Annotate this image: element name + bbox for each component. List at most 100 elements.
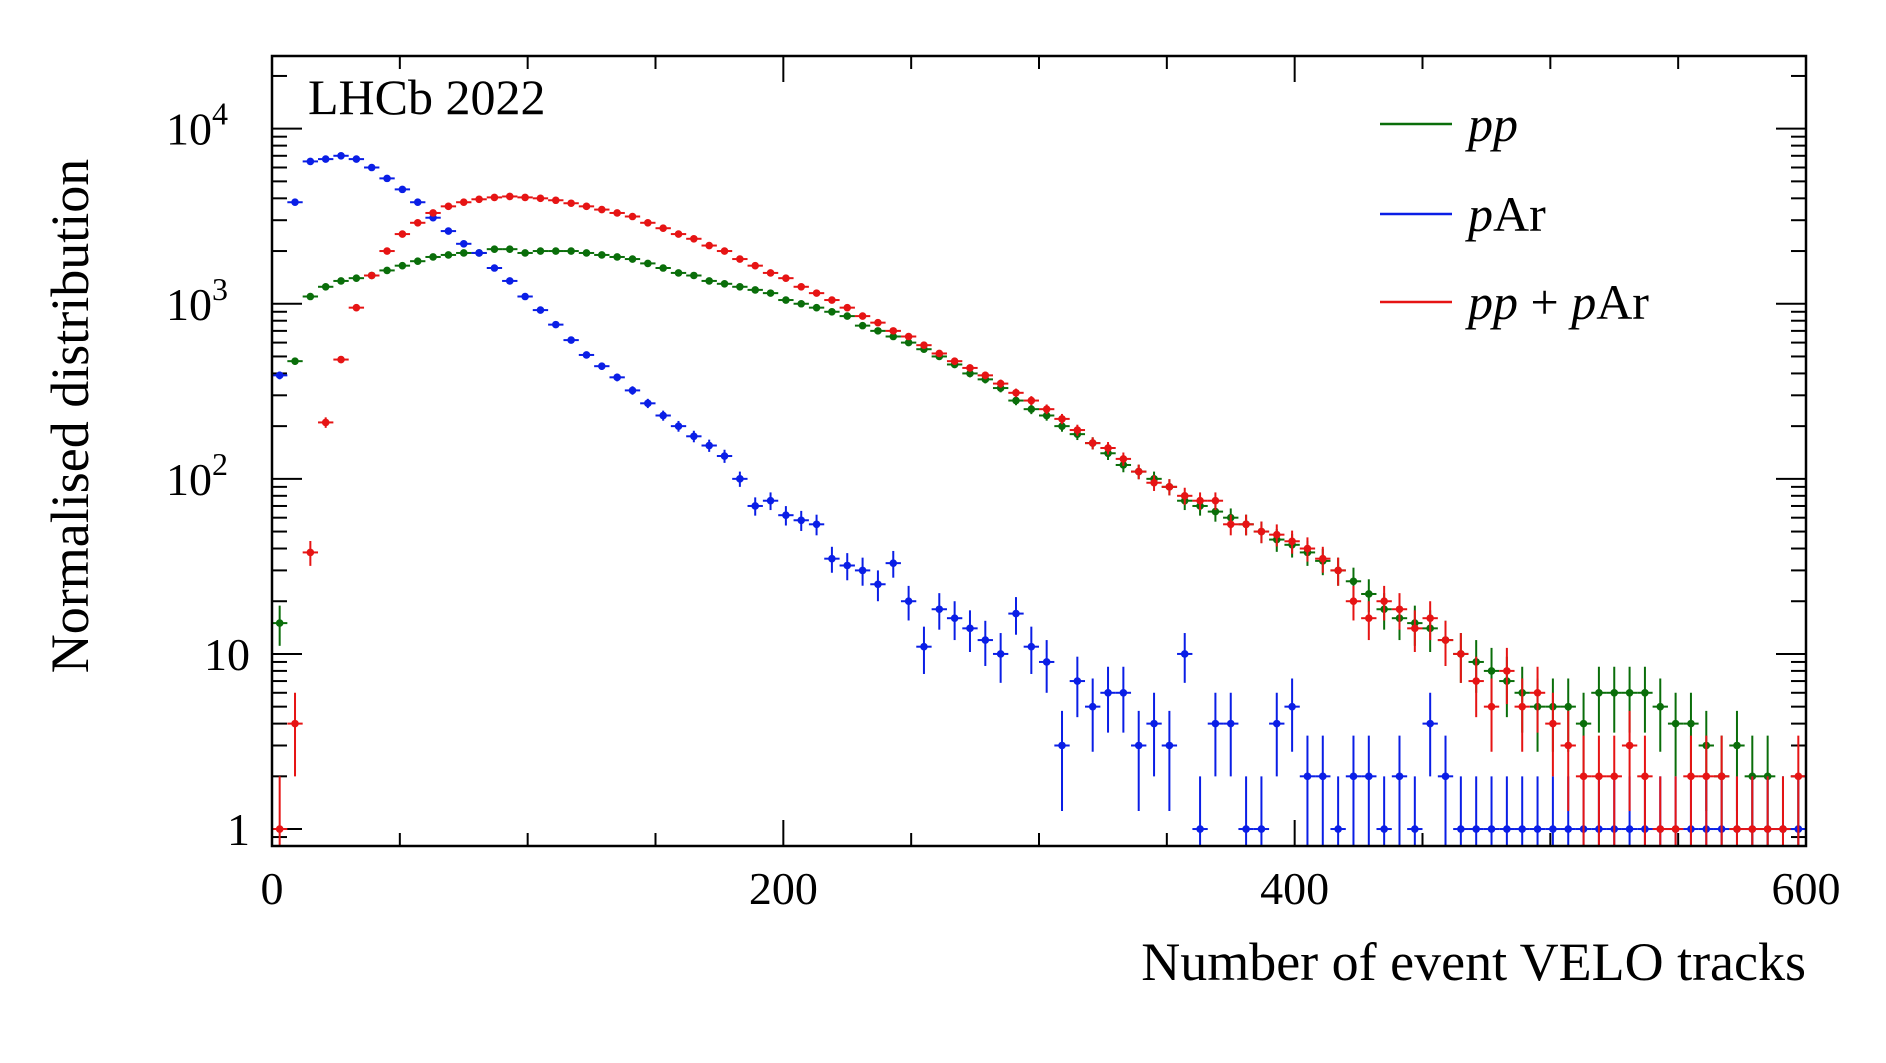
marker	[490, 193, 499, 202]
data-point	[946, 357, 963, 365]
data-point	[854, 321, 871, 330]
marker	[812, 303, 821, 312]
data-point	[440, 251, 457, 259]
marker	[429, 209, 437, 217]
marker	[966, 624, 974, 633]
marker	[1058, 422, 1066, 430]
marker	[828, 554, 836, 563]
data-point	[302, 292, 319, 301]
marker	[1150, 719, 1158, 728]
marker	[1487, 702, 1496, 711]
marker	[1165, 741, 1174, 750]
data-point	[1514, 776, 1530, 846]
data-point	[1606, 666, 1622, 733]
marker	[1687, 772, 1695, 781]
data-point	[1039, 404, 1055, 415]
data-point	[1008, 396, 1024, 406]
marker	[950, 357, 959, 365]
data-point	[1207, 692, 1224, 777]
marker	[766, 496, 775, 505]
marker	[705, 277, 713, 285]
marker	[1242, 825, 1250, 833]
marker	[981, 371, 990, 380]
data-point	[1652, 678, 1668, 752]
data-point	[287, 357, 303, 365]
marker	[321, 155, 330, 163]
data-point	[1437, 620, 1454, 666]
data-point	[1468, 656, 1484, 718]
data-point	[1591, 735, 1607, 846]
data-point	[1269, 524, 1285, 547]
marker	[1288, 702, 1296, 711]
data-point	[1223, 514, 1239, 536]
y-tick-label: 104	[166, 96, 228, 155]
data-point	[655, 224, 671, 233]
data-point	[1069, 424, 1086, 436]
marker	[1365, 590, 1373, 598]
marker	[337, 277, 345, 285]
marker	[459, 249, 468, 257]
x-tick-label: 0	[261, 863, 284, 914]
marker	[505, 192, 514, 201]
marker	[751, 286, 760, 294]
marker	[1104, 688, 1112, 697]
data-point	[272, 605, 288, 646]
marker	[582, 249, 591, 257]
marker	[720, 452, 729, 460]
data-point	[1361, 735, 1377, 846]
marker	[1088, 702, 1097, 711]
legend-item: pp + pAr	[1380, 274, 1649, 330]
marker	[751, 502, 760, 510]
marker	[720, 247, 729, 255]
marker	[690, 271, 698, 280]
data-point	[394, 230, 411, 238]
data-point	[1361, 601, 1377, 641]
marker	[1518, 702, 1527, 711]
data-point	[655, 264, 671, 272]
data-point	[1667, 692, 1684, 777]
marker	[598, 362, 606, 370]
marker	[1257, 825, 1266, 833]
data-point	[1192, 776, 1208, 846]
data-point	[594, 251, 610, 259]
data-point	[1391, 735, 1408, 846]
marker	[1625, 741, 1634, 750]
data-point	[502, 192, 518, 201]
marker	[659, 264, 667, 272]
data-point	[1054, 710, 1070, 811]
data-point	[624, 212, 641, 221]
marker	[705, 441, 713, 450]
data-point	[1545, 776, 1561, 846]
marker	[1395, 605, 1404, 614]
marker	[429, 253, 437, 261]
legend-label: pp	[1465, 96, 1518, 152]
y-tick-label: 1	[227, 804, 250, 855]
data-point	[609, 253, 625, 261]
data-point	[333, 355, 349, 364]
data-point	[778, 274, 794, 282]
data-point	[824, 307, 840, 316]
marker	[613, 209, 621, 217]
data-point	[440, 227, 457, 235]
marker	[291, 719, 299, 728]
marker	[551, 320, 560, 329]
marker	[598, 205, 606, 214]
data-point	[870, 570, 886, 602]
data-point	[885, 550, 901, 578]
marker	[1610, 772, 1619, 781]
marker	[1211, 719, 1220, 728]
marker	[1610, 688, 1619, 697]
data-point	[517, 249, 533, 257]
marker	[1579, 772, 1588, 781]
data-point	[1483, 776, 1500, 846]
marker	[966, 369, 974, 378]
marker	[1457, 650, 1465, 658]
marker	[904, 338, 913, 347]
marker	[1042, 658, 1051, 666]
data-point	[1606, 735, 1622, 846]
data-point	[548, 320, 564, 329]
marker	[1487, 667, 1496, 675]
data-point	[1238, 776, 1254, 846]
data-point	[793, 510, 809, 531]
marker	[705, 241, 713, 250]
